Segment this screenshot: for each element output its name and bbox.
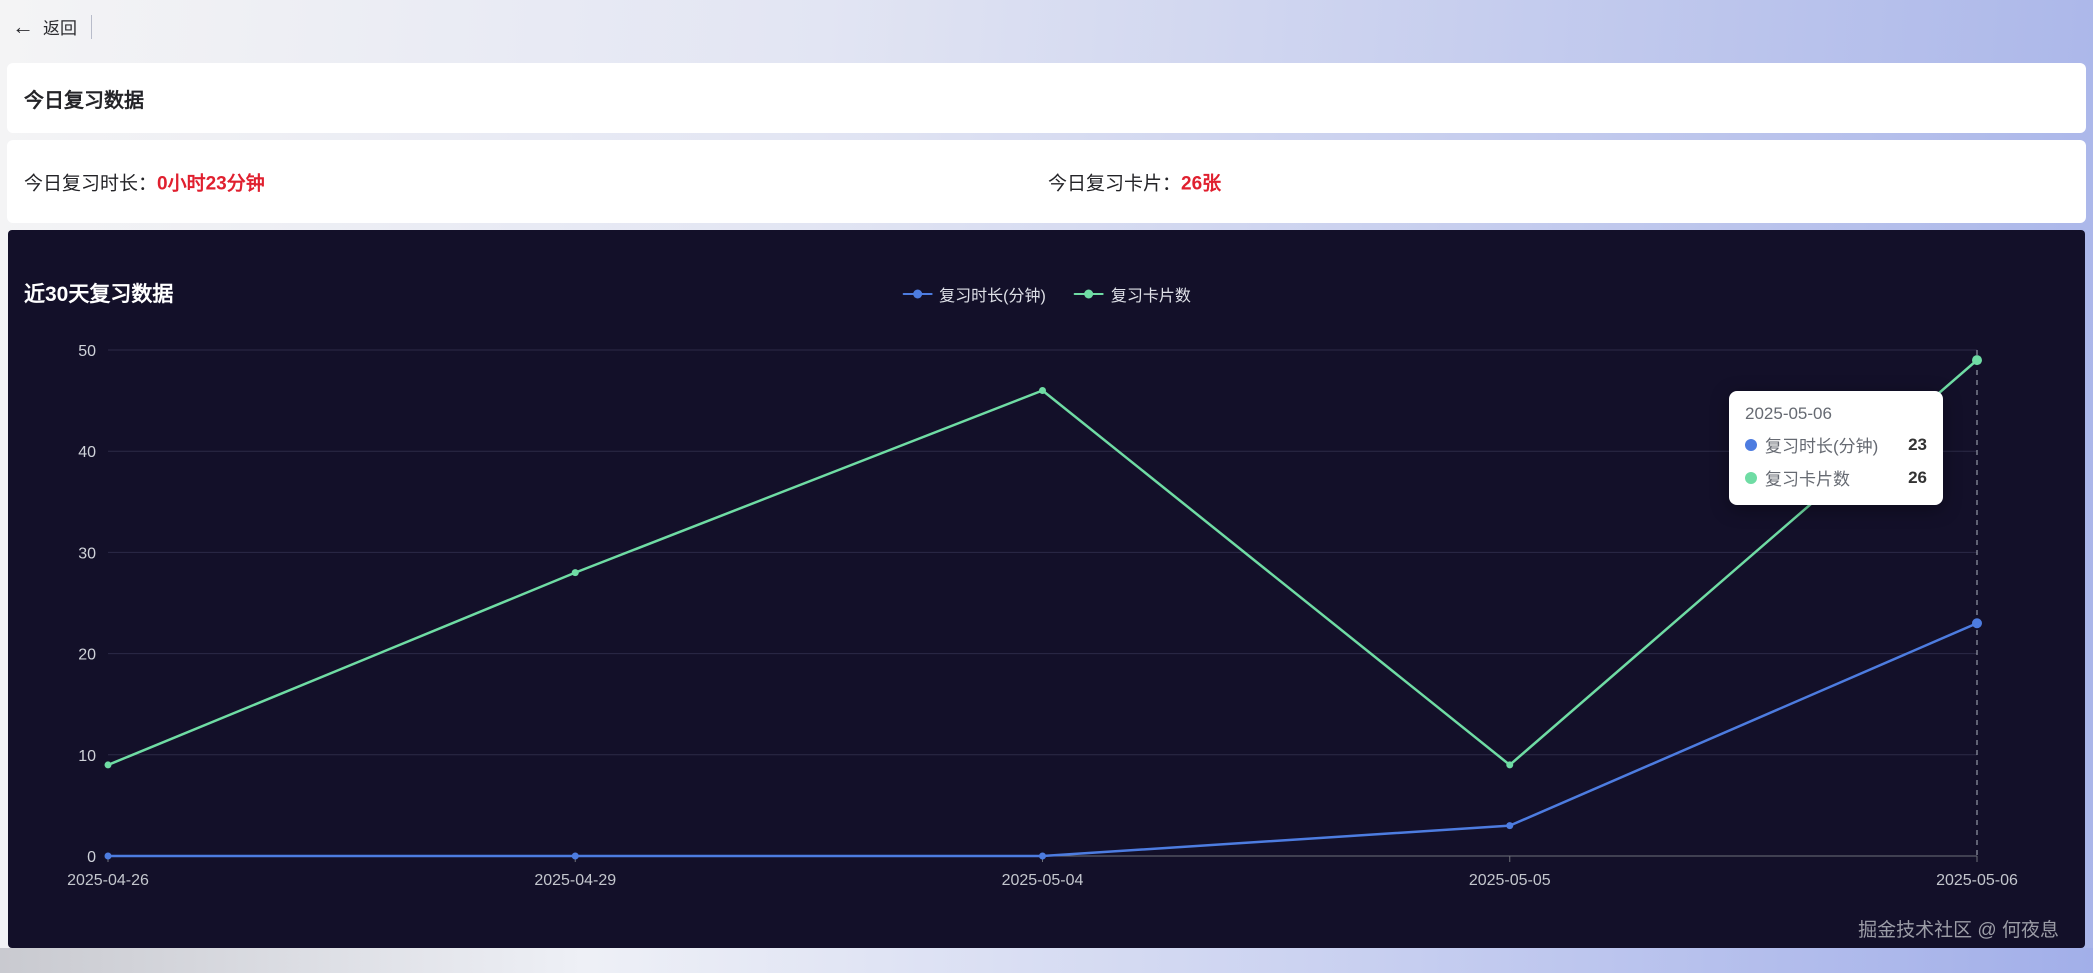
y-axis-label: 50 bbox=[78, 343, 96, 360]
series-line bbox=[106, 621, 1979, 858]
stat-review-cards: 今日复习卡片：26张 bbox=[1048, 168, 1221, 195]
line-chart[interactable]: 0 10 20 30 40 50 2025-04-26 2025-04-29 2025-05-0… bbox=[8, 330, 2085, 930]
legend-line-dot-icon bbox=[1073, 288, 1104, 300]
data-point[interactable] bbox=[1972, 618, 1982, 629]
stat-review-duration-value: 0小时23分钟 bbox=[157, 173, 265, 194]
legend-label: 复习卡片数 bbox=[1110, 288, 1191, 305]
watermark-text: 掘金技术社区 @ 何夜息 bbox=[1858, 920, 2059, 941]
stat-review-duration: 今日复习时长：0小时23分钟 bbox=[24, 168, 265, 195]
tooltip-series-name: 复习时长(分钟) bbox=[1765, 437, 1879, 456]
chart-panel: 近30天复习数据 复习时长(分钟) 复习卡片数 0 10 20 30 40 50 2025-0… bbox=[8, 230, 2085, 948]
y-axis-label: 40 bbox=[78, 444, 96, 461]
legend-item[interactable]: 复习时长(分钟) bbox=[902, 282, 1046, 306]
legend-item[interactable]: 复习卡片数 bbox=[1073, 282, 1191, 306]
back-button[interactable]: ← 返回 bbox=[12, 14, 77, 39]
legend-line-dot-icon bbox=[902, 288, 933, 300]
x-axis-label: 2025-05-05 bbox=[1469, 872, 1551, 889]
chart-tooltip: 2025-05-06 复习时长(分钟) 23 复习卡片数 26 bbox=[1729, 391, 1943, 505]
today-summary-title: 今日复习数据 bbox=[24, 89, 144, 112]
data-point[interactable] bbox=[1506, 822, 1514, 830]
x-axis-label: 2025-04-29 bbox=[534, 872, 616, 889]
tooltip-series-value: 26 bbox=[1908, 467, 1927, 487]
tooltip-rows: 复习时长(分钟) 23 复习卡片数 26 bbox=[1745, 432, 1927, 490]
data-point[interactable] bbox=[104, 761, 112, 769]
stat-review-cards-label: 今日复习卡片： bbox=[1048, 173, 1182, 194]
stat-review-cards-value: 26张 bbox=[1181, 173, 1222, 194]
tooltip-row: 复习时长(分钟) 23 bbox=[1745, 432, 1927, 457]
tooltip-series-name: 复习卡片数 bbox=[1765, 470, 1850, 489]
today-stats-card: 今日复习时长：0小时23分钟 今日复习卡片：26张 bbox=[7, 140, 2086, 223]
data-point[interactable] bbox=[104, 852, 112, 860]
bottom-scroll-band[interactable] bbox=[0, 948, 2093, 973]
back-arrow-icon: ← bbox=[12, 13, 34, 39]
data-point[interactable] bbox=[1039, 852, 1046, 860]
chart-legend: 复习时长(分钟) 复习卡片数 bbox=[902, 282, 1191, 306]
data-point[interactable] bbox=[1039, 386, 1046, 394]
x-axis-label: 2025-05-06 bbox=[1936, 872, 2018, 889]
topbar-divider bbox=[91, 14, 92, 39]
series-color-dot bbox=[1745, 438, 1757, 451]
series-color-dot bbox=[1745, 471, 1757, 484]
tooltip-series-value: 23 bbox=[1908, 434, 1927, 454]
stat-review-duration-label: 今日复习时长： bbox=[24, 173, 158, 194]
x-axis-label: 2025-05-04 bbox=[1002, 872, 1084, 889]
topbar: ← 返回 bbox=[0, 0, 2093, 53]
data-point[interactable] bbox=[1972, 355, 1982, 366]
y-axis-label: 30 bbox=[78, 545, 96, 562]
y-axis-label: 0 bbox=[87, 849, 96, 866]
today-summary-card: 今日复习数据 bbox=[7, 63, 2086, 133]
back-label: 返回 bbox=[43, 19, 77, 38]
data-point[interactable] bbox=[1506, 761, 1514, 769]
x-axis-label: 2025-04-26 bbox=[67, 872, 149, 889]
data-point[interactable] bbox=[571, 852, 579, 860]
y-axis-label: 20 bbox=[78, 647, 96, 664]
tooltip-row: 复习卡片数 26 bbox=[1745, 465, 1927, 490]
data-point[interactable] bbox=[571, 569, 579, 577]
chart-title: 近30天复习数据 bbox=[24, 283, 174, 306]
legend-label: 复习时长(分钟) bbox=[939, 288, 1046, 305]
tooltip-date: 2025-05-06 bbox=[1745, 404, 1832, 423]
series-line bbox=[106, 358, 1979, 767]
y-axis-label: 10 bbox=[78, 748, 96, 765]
